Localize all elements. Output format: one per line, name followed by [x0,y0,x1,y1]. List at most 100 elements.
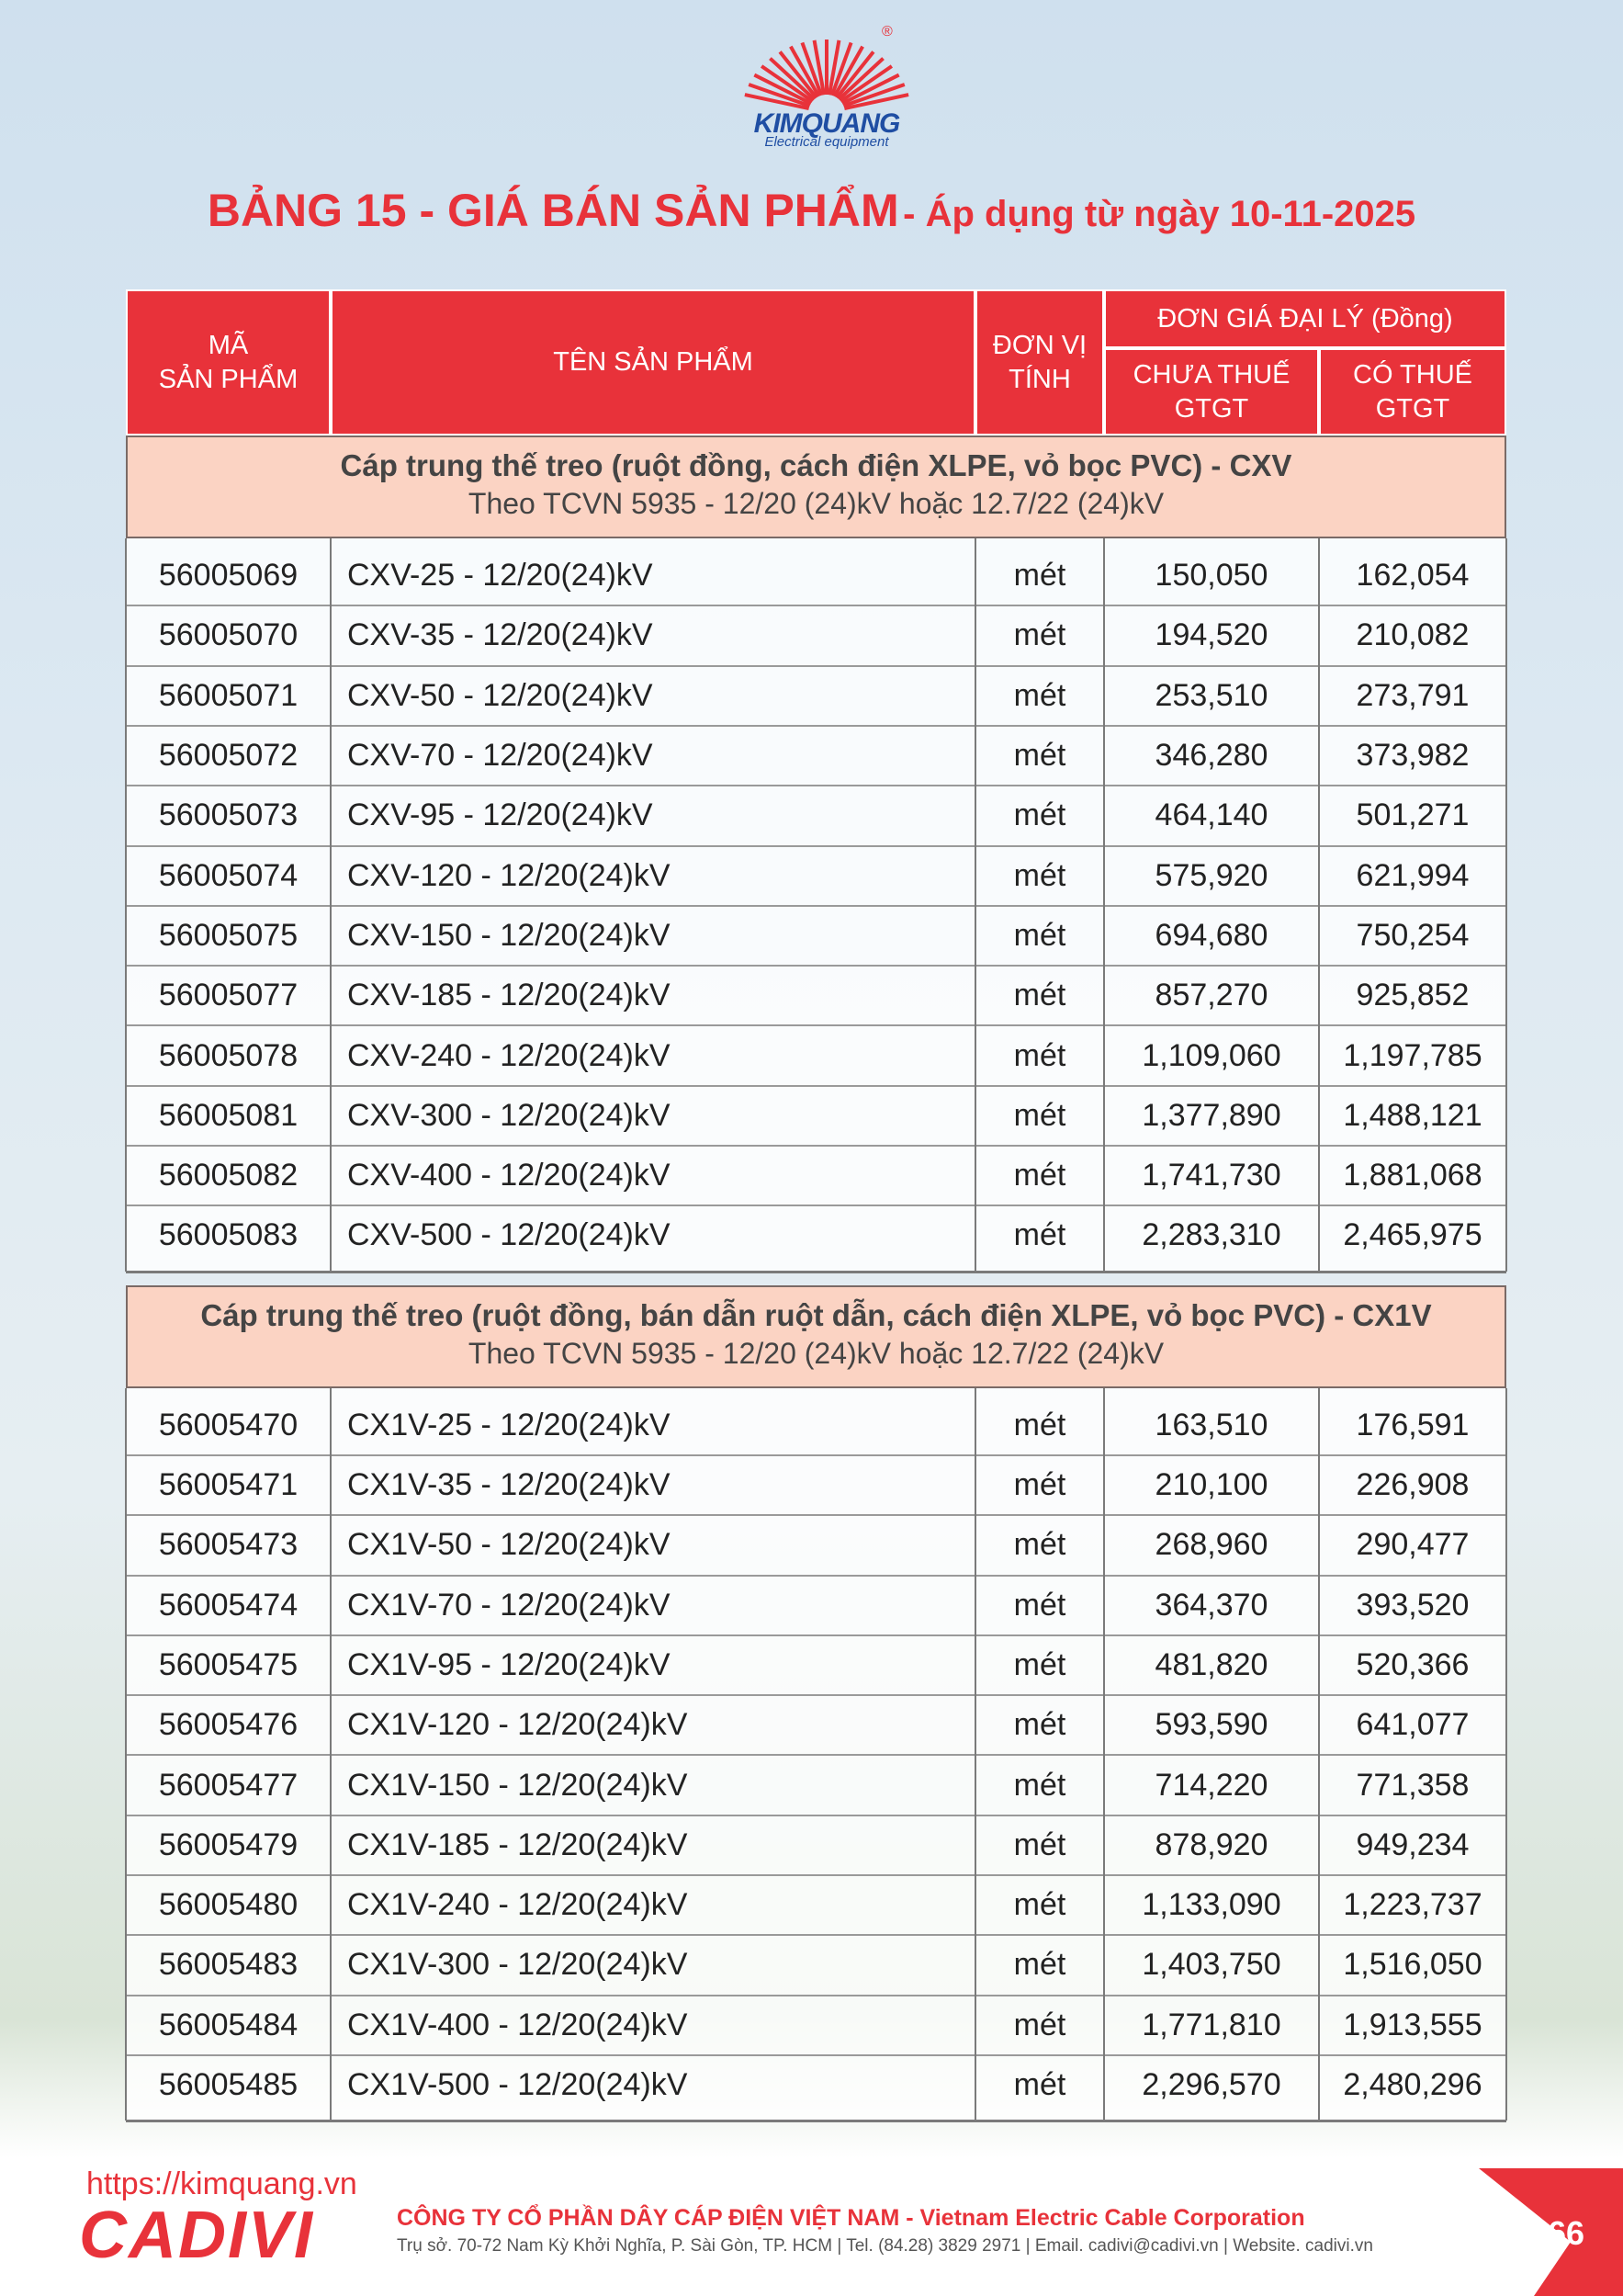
row-line [126,1574,1506,1577]
logo-ray [832,45,864,97]
logo-ray [835,51,875,99]
table-cell: 56005071 [158,677,299,713]
row-line [126,1024,1506,1027]
section-title: Cáp trung thế treo (ruột đồng, bán dẫn r… [200,1297,1432,1332]
table-cell: 56005082 [158,1158,299,1193]
subtitle: - Áp dụng từ ngày 10-11-2025 [903,194,1416,234]
page-number: 66 [1547,2214,1585,2252]
table-cell: 56005078 [158,1037,299,1073]
table-cell: 56005470 [158,1407,299,1442]
table-cell: CXV-500 - 12/20(24)kV [347,1217,671,1253]
table-cell: mét [1013,2067,1066,2103]
table-cell: 393,520 [1356,1587,1470,1623]
column-line [975,538,976,1272]
row-line [126,1694,1506,1697]
table-cell: CX1V-120 - 12/20(24)kV [347,1707,688,1743]
table-cell: CXV-70 - 12/20(24)kV [347,738,653,774]
table-bottom [126,2120,1506,2123]
table-cell: 56005070 [158,617,299,653]
header-cell: MÃ SẢN PHẨM [126,289,331,435]
header-cell: TÊN SẢN PHẨM [331,289,975,435]
table-cell: 1,516,050 [1343,1947,1482,1983]
table-cell: 2,465,975 [1343,1217,1482,1253]
table-cell: 253,510 [1155,677,1268,713]
table-cell: CX1V-500 - 12/20(24)kV [347,2067,688,2103]
table-cell: CXV-50 - 12/20(24)kV [347,677,653,713]
table-cell: mét [1013,1887,1066,1923]
section-title: Cáp trung thế treo (ruột đồng, cách điện… [340,448,1292,482]
table-cell: 290,477 [1356,1527,1470,1563]
logo-mark [744,40,909,110]
table-cell: 56005073 [158,797,299,833]
row-line [126,724,1506,727]
table-cell: 949,234 [1356,1827,1470,1862]
table-cell: 150,050 [1155,558,1268,594]
table-cell: 714,220 [1155,1767,1268,1803]
table-cell: 641,077 [1356,1707,1470,1743]
table-cell: mét [1013,1158,1066,1193]
row-line [126,1634,1506,1636]
row-line [126,1453,1506,1456]
logo-ray [789,45,821,97]
table-cell: 56005476 [158,1707,299,1743]
table-cell: 373,982 [1356,738,1470,774]
table-cell: 56005484 [158,2007,299,2042]
logo-name: KIMQUANG [753,108,901,139]
footer-url[interactable]: https://kimquang.vn [86,2166,357,2201]
table-cell: mét [1013,1587,1066,1623]
logo-ray [838,57,885,101]
table-cell: mét [1013,558,1066,594]
table-cell: 878,920 [1155,1827,1268,1862]
table-cell: mét [1013,978,1066,1013]
table-cell: mét [1013,1097,1066,1133]
table-cell: CXV-25 - 12/20(24)kV [347,558,653,594]
column-line [330,538,332,1272]
table-cell: 621,994 [1356,857,1470,893]
table-cell: CX1V-35 - 12/20(24)kV [347,1467,671,1503]
table-cell: mét [1013,617,1066,653]
row-line [126,1205,1506,1207]
logo-ray [744,93,810,110]
table-cell: 1,881,068 [1343,1158,1482,1193]
row-line [126,1084,1506,1087]
logo-ray [769,57,816,101]
table-cell: mét [1013,1407,1066,1442]
column-line [1318,1387,1320,2121]
table-cell: mét [1013,1037,1066,1073]
column-line [1505,1387,1507,2121]
logo-ray [748,83,811,108]
logo-ray [800,41,824,96]
table-cell: 56005475 [158,1646,299,1682]
logo-ray [841,73,900,106]
table-cell: CX1V-70 - 12/20(24)kV [347,1587,671,1623]
table-cell: 1,133,090 [1142,1887,1281,1923]
table-cell: 593,590 [1155,1707,1268,1743]
footer-company: CÔNG TY CỔ PHẦN DÂY CÁP ĐIỆN VIỆT NAM - … [397,2205,1305,2231]
table-cell: mét [1013,1827,1066,1862]
footer-brand: CADIVI [79,2199,315,2272]
table-cell: 2,283,310 [1142,1217,1281,1253]
column-line [330,1387,332,2121]
table-cell: mét [1013,1947,1066,1983]
column-line [1318,538,1320,1272]
row-line [126,844,1506,847]
page-corner [1479,2168,1623,2296]
table-cell: CX1V-240 - 12/20(24)kV [347,1887,688,1923]
table-cell: 575,920 [1155,857,1268,893]
table-cell: 56005479 [158,1827,299,1862]
table-cell: 1,197,785 [1343,1037,1482,1073]
table-cell: mét [1013,677,1066,713]
table-cell: 771,358 [1356,1767,1470,1803]
column-line [1505,538,1507,1272]
table-cell: 1,741,730 [1142,1158,1281,1193]
table-cell: 56005483 [158,1947,299,1983]
table-cell: 346,280 [1155,738,1268,774]
table-cell: 1,913,555 [1343,2007,1482,2042]
table-cell: 481,820 [1155,1646,1268,1682]
table-cell: 2,296,570 [1142,2067,1281,2103]
table-cell: mét [1013,738,1066,774]
table-cell: 520,366 [1356,1646,1470,1682]
table-cell: 56005474 [158,1587,299,1623]
column-line [125,1387,127,2121]
table-cell: 1,377,890 [1142,1097,1281,1133]
